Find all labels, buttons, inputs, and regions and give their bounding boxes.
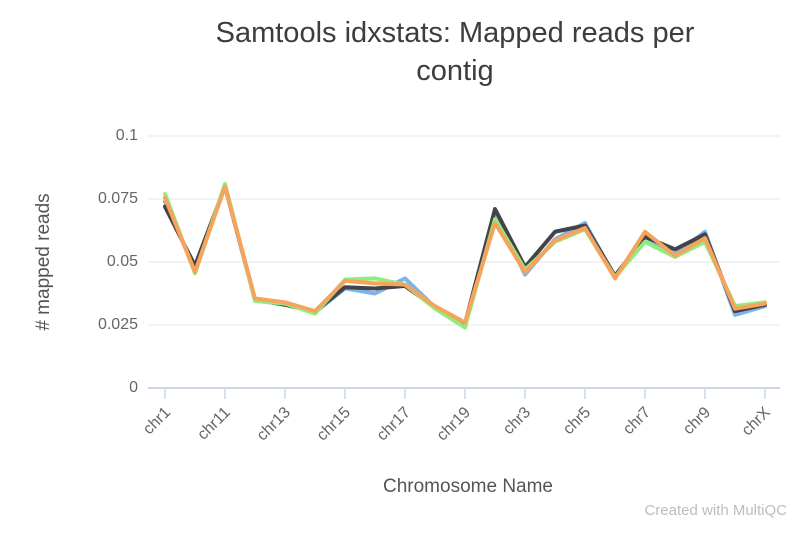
multiqc-watermark: Created with MultiQC	[644, 502, 787, 519]
y-tick-label: 0.1	[115, 127, 138, 144]
chart-title: Samtools idxstats: Mapped reads per cont…	[105, 14, 800, 90]
line-series-orange[interactable]	[163, 184, 767, 325]
x-axis-title: Chromosome Name	[383, 476, 553, 497]
y-tick-label: 0.075	[97, 190, 138, 207]
line-series-green[interactable]	[163, 181, 767, 330]
y-tick-label: 0.05	[106, 253, 138, 270]
chart-title-line-1: Samtools idxstats: Mapped reads per	[215, 17, 695, 49]
chart-title-line-2: contig	[416, 55, 494, 87]
y-tick-label: 0.025	[97, 316, 138, 333]
y-tick-label: 0	[129, 379, 138, 396]
